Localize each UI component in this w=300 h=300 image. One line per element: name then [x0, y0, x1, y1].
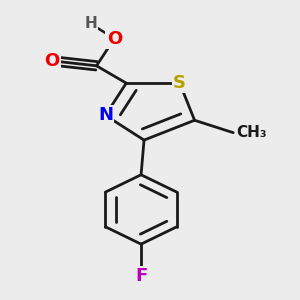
Text: O: O [107, 29, 122, 47]
Text: H: H [84, 16, 97, 31]
Text: F: F [135, 267, 147, 285]
Text: CH₃: CH₃ [236, 125, 267, 140]
Text: N: N [98, 106, 113, 124]
Text: O: O [44, 52, 59, 70]
Text: S: S [173, 74, 186, 92]
